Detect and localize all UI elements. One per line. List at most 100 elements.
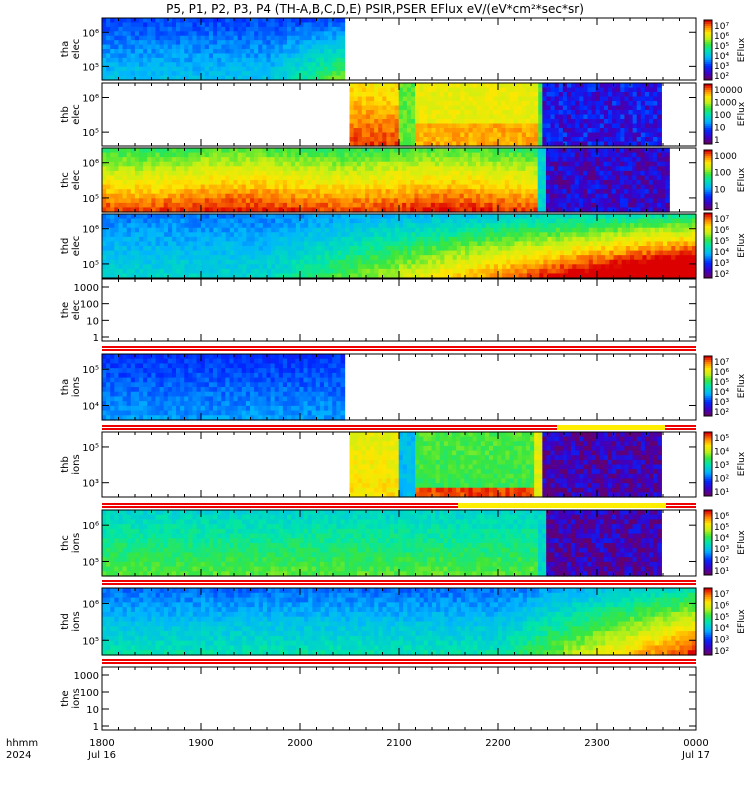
heatmap-cell [238, 264, 243, 269]
heatmap-cell [156, 246, 161, 251]
heatmap-cell [279, 180, 284, 185]
heatmap-cell [562, 157, 567, 162]
heatmap-cell [427, 92, 432, 97]
heatmap-cell [151, 175, 156, 180]
heatmap-cell [135, 246, 140, 251]
heatmap-cell [481, 128, 486, 133]
heatmap-cell [320, 36, 325, 41]
heatmap-cell [262, 175, 267, 180]
heatmap-cell [636, 153, 641, 158]
heatmap-cell [246, 62, 251, 67]
heatmap-cell [336, 22, 341, 27]
heatmap-cell [271, 31, 276, 36]
heatmap-cell [354, 92, 359, 97]
heatmap-cell [250, 62, 255, 67]
y-tick-label: 10⁵ [82, 62, 99, 73]
heatmap-cell [608, 194, 613, 199]
heatmap-cell [188, 189, 193, 194]
heatmap-cell [464, 157, 469, 162]
heatmap-cell [114, 255, 119, 260]
heatmap-cell [624, 133, 629, 138]
heatmap-cell [139, 171, 144, 176]
heatmap-cell [131, 246, 136, 251]
heatmap-cell [460, 203, 465, 208]
heatmap-cell [410, 166, 415, 171]
heatmap-cell [468, 203, 473, 208]
heatmap-cell [180, 232, 185, 237]
heatmap-cell [312, 223, 317, 228]
heatmap-cell [665, 185, 670, 190]
heatmap-cell [505, 128, 510, 133]
heatmap-cell [151, 198, 156, 203]
heatmap-cell [192, 27, 197, 32]
heatmap-cell [291, 22, 296, 27]
heatmap-cell [258, 40, 263, 45]
heatmap-cell [514, 88, 519, 93]
heatmap-cell [267, 246, 272, 251]
heatmap-cell [538, 88, 543, 93]
heatmap-cell [106, 175, 111, 180]
heatmap-cell [485, 106, 490, 111]
heatmap-cell [336, 157, 341, 162]
heatmap-cell [151, 18, 156, 23]
heatmap-cell [139, 269, 144, 274]
heatmap-cell [262, 18, 267, 23]
heatmap-cell [246, 198, 251, 203]
heatmap-cell [526, 137, 531, 142]
heatmap-cell [102, 175, 107, 180]
heatmap-cell [390, 166, 395, 171]
heatmap-cell [284, 232, 289, 237]
heatmap-cell [164, 237, 169, 242]
heatmap-cell [254, 27, 259, 32]
heatmap-cell [349, 153, 354, 158]
heatmap-cell [451, 162, 456, 167]
heatmap-cell [160, 260, 165, 265]
heatmap-cell [160, 255, 165, 260]
heatmap-cell [612, 106, 617, 111]
heatmap-cell [521, 185, 526, 190]
heatmap-cell [464, 92, 469, 97]
heatmap-cell [464, 162, 469, 167]
heatmap-cell [110, 31, 115, 36]
heatmap-cell [633, 83, 638, 88]
heatmap-cell [451, 189, 456, 194]
heatmap-cell [147, 62, 152, 67]
heatmap-cell [184, 203, 189, 208]
heatmap-cell [172, 67, 177, 72]
heatmap-cell [296, 241, 301, 246]
heatmap-cell [217, 171, 222, 176]
heatmap-cell [645, 180, 650, 185]
heatmap-cell [135, 241, 140, 246]
heatmap-cell [279, 185, 284, 190]
heatmap-cell [587, 101, 592, 106]
heatmap-cell [131, 45, 136, 50]
heatmap-cell [624, 101, 629, 106]
heatmap-cell [213, 223, 218, 228]
heatmap-cell [303, 27, 308, 32]
heatmap-cell [551, 106, 556, 111]
heatmap-cell [436, 133, 441, 138]
heatmap-cell [402, 162, 407, 167]
heatmap-cell [114, 251, 119, 256]
heatmap-cell [188, 198, 193, 203]
heatmap-cell [119, 232, 124, 237]
heatmap-cell [258, 62, 263, 67]
heatmap-cell [258, 171, 263, 176]
heatmap-cell [509, 189, 514, 194]
heatmap-cell [304, 237, 309, 242]
heatmap-cell [583, 157, 588, 162]
heatmap-cell [254, 71, 259, 76]
heatmap-cell [653, 106, 658, 111]
heatmap-cell [604, 83, 609, 88]
heatmap-cell [279, 264, 284, 269]
heatmap-cell [629, 115, 634, 120]
heatmap-cell [665, 166, 670, 171]
heatmap-cell [505, 88, 510, 93]
heatmap-cell [209, 185, 214, 190]
heatmap-cell [365, 171, 370, 176]
heatmap-cell [493, 148, 498, 153]
heatmap-cell [213, 62, 218, 67]
heatmap-cell [192, 185, 197, 190]
heatmap-cell [525, 171, 530, 176]
heatmap-cell [123, 49, 128, 54]
